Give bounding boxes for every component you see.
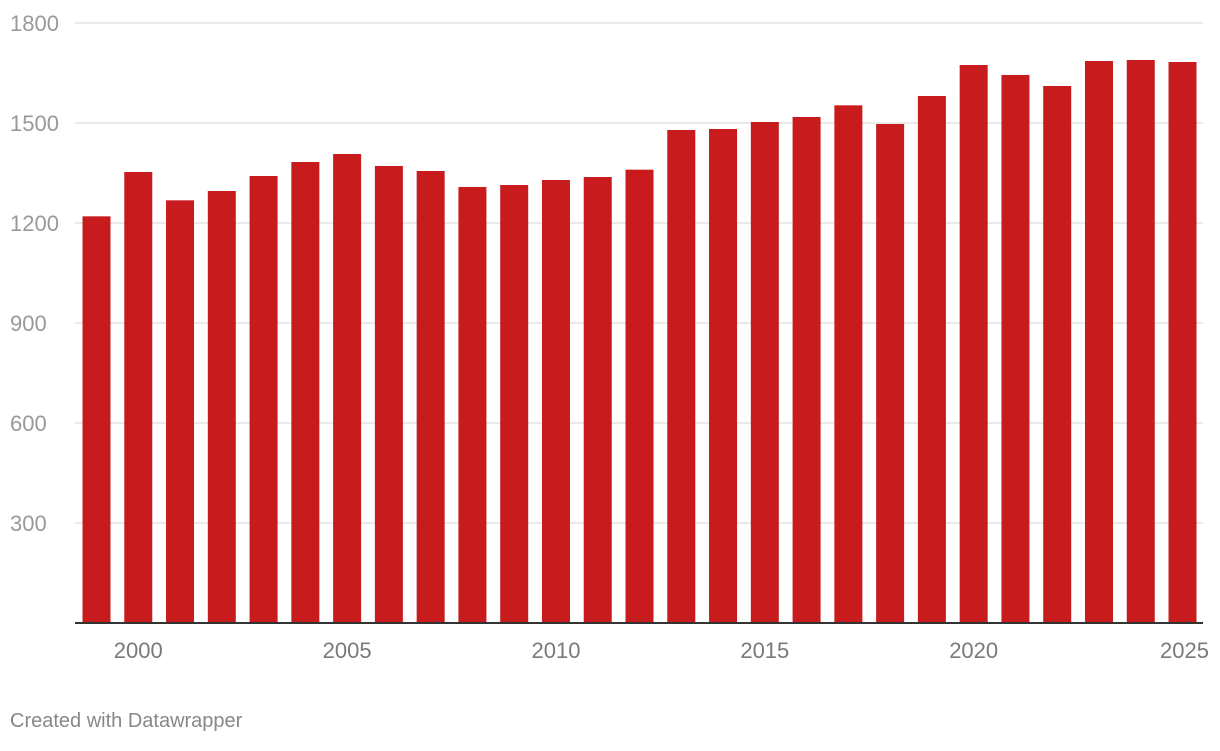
bar-2010[interactable] (541, 180, 570, 623)
credit-text[interactable]: Created with Datawrapper (10, 710, 243, 732)
bar-2008[interactable] (458, 187, 487, 623)
bar-2016[interactable] (792, 117, 821, 623)
bar-2025[interactable] (1168, 62, 1197, 623)
bar-2004[interactable] (291, 162, 320, 623)
bar-2019[interactable] (917, 96, 946, 623)
bar-2003[interactable] (249, 176, 278, 623)
y-tick-label: 1800 (10, 11, 59, 36)
bar-2015[interactable] (750, 122, 779, 623)
x-tick-label: 2025 (1160, 638, 1209, 663)
bar-2007[interactable] (416, 171, 445, 623)
x-tick-label: 2020 (949, 638, 998, 663)
y-tick-label: 900 (10, 311, 47, 336)
bar-2012[interactable] (625, 169, 654, 623)
bar-2017[interactable] (834, 105, 863, 624)
bar-2014[interactable] (709, 129, 738, 623)
x-tick-label: 2015 (740, 638, 789, 663)
x-tick-label: 2000 (114, 638, 163, 663)
x-tick-labels: 2000 2005 2010 2015 2020 2025 (114, 638, 1209, 663)
y-tick-label: 300 (10, 511, 47, 536)
bar-2022[interactable] (1043, 86, 1072, 623)
bar-2005[interactable] (333, 154, 362, 623)
bar-2021[interactable] (1001, 75, 1030, 623)
y-tick-labels: 300 600 900 1200 1500 1800 (10, 11, 59, 536)
bar-2009[interactable] (500, 185, 529, 623)
bar-2018[interactable] (876, 124, 905, 623)
bar-2024[interactable] (1126, 60, 1155, 623)
y-tick-label: 600 (10, 411, 47, 436)
bar-2023[interactable] (1084, 61, 1113, 623)
x-tick-label: 2010 (531, 638, 580, 663)
x-tick-label: 2005 (323, 638, 372, 663)
bar-2006[interactable] (374, 166, 403, 623)
bar-2002[interactable] (207, 191, 236, 623)
bar-1999[interactable] (82, 216, 111, 624)
bar-2013[interactable] (667, 130, 696, 623)
bar-2011[interactable] (583, 177, 612, 623)
bars (82, 60, 1197, 624)
bar-2001[interactable] (166, 200, 195, 624)
y-tick-label: 1200 (10, 211, 59, 236)
y-tick-label: 1500 (10, 111, 59, 136)
bar-2000[interactable] (124, 172, 153, 623)
bar-2020[interactable] (959, 65, 988, 623)
